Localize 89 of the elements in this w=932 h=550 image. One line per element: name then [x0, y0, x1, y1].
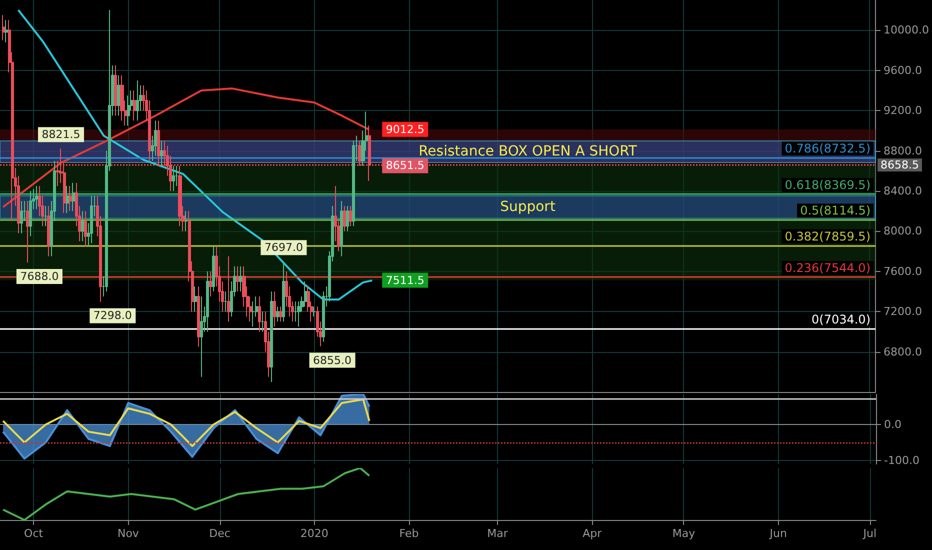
candlestick — [185, 210, 188, 232]
candlestick — [90, 196, 93, 244]
candlestick — [294, 301, 297, 322]
y-tick-label: 9600.0 — [884, 64, 922, 77]
y-tick-label: 10000.0 — [884, 24, 930, 37]
candlestick — [114, 64, 117, 116]
ref-line-label: 0.5(8114.5) — [800, 204, 871, 218]
candlestick — [47, 206, 50, 257]
candlestick — [178, 165, 182, 227]
y-tick-label: 9200.0 — [884, 104, 922, 118]
ref-line-label: 0.382(7859.5) — [784, 229, 871, 244]
candlestick — [279, 306, 282, 322]
candlestick — [343, 206, 346, 232]
candlestick — [44, 206, 47, 227]
candlestick — [304, 280, 307, 308]
ref-line-label: 0.236(7544.0) — [784, 261, 871, 276]
annotation: 6855.0 — [313, 354, 352, 367]
annotation: 7298.0 — [93, 309, 132, 322]
candlestick — [224, 290, 227, 312]
x-tick-label: Nov — [117, 527, 140, 540]
candlestick — [197, 286, 200, 348]
x-tick-label: 2020 — [300, 527, 328, 540]
candlestick — [81, 210, 84, 242]
candlestick — [194, 286, 197, 312]
candlestick — [172, 165, 175, 192]
candlestick — [5, 20, 8, 43]
candlestick — [276, 306, 279, 322]
candlestick — [206, 270, 209, 332]
ref-line-label: 0.786(8732.5) — [784, 142, 871, 156]
candlestick — [35, 185, 38, 210]
band-label: Resistance BOX OPEN A SHORT — [418, 144, 638, 160]
line-series — [2, 87, 370, 208]
candlestick — [258, 296, 261, 332]
candlestick — [127, 94, 130, 126]
annotation: 8821.5 — [42, 128, 80, 142]
candlestick — [212, 246, 215, 292]
candlestick — [261, 311, 264, 332]
candlestick — [20, 200, 23, 234]
x-tick-label: Dec — [209, 527, 230, 540]
candlestick — [160, 140, 163, 166]
y-tick-label: 6800.0 — [884, 345, 922, 358]
x-tick-label: Jul — [862, 527, 877, 540]
candlestick — [29, 190, 32, 237]
y-tick-label: 0.0 — [884, 418, 902, 432]
candlestick — [84, 210, 87, 247]
candlestick — [2, 14, 5, 41]
candlestick — [236, 266, 239, 292]
ref-line-label: 0.618(8369.5) — [784, 178, 871, 192]
candlestick — [313, 306, 316, 318]
band-label: Support — [500, 199, 556, 216]
candlestick — [66, 185, 69, 214]
candlestick — [69, 185, 72, 212]
candlestick — [282, 261, 285, 322]
candlestick — [227, 256, 230, 322]
x-tick-label: Feb — [399, 527, 419, 540]
y-tick-label: 8800.0 — [884, 144, 922, 158]
candlestick — [270, 290, 273, 382]
candlestick — [209, 270, 212, 298]
y-tick-label: 8400.0 — [884, 184, 922, 198]
candlestick — [349, 206, 352, 227]
annotation: 7688.0 — [20, 270, 59, 284]
candlestick — [239, 266, 243, 292]
y-tick-label: 7200.0 — [884, 305, 922, 318]
candlestick — [72, 182, 75, 212]
x-tick-label: May — [672, 527, 696, 540]
candlestick — [136, 80, 139, 122]
candlestick — [133, 90, 136, 122]
candlestick — [340, 200, 343, 257]
annotation: 7511.5 — [386, 274, 424, 287]
ref-line-label: 8658.5 — [880, 158, 920, 172]
x-tick-label: Apr — [582, 527, 602, 540]
candlestick — [273, 290, 276, 328]
y-tick-label: 7600.0 — [884, 264, 922, 278]
annotation: 9012.5 — [386, 122, 424, 136]
x-tick-label: Jun — [768, 527, 787, 540]
candlestick — [322, 290, 325, 342]
line-series — [2, 398, 370, 448]
candlestick — [200, 296, 203, 378]
ref-line-label: 0(7034.0) — [812, 312, 871, 326]
line-series — [17, 9, 374, 301]
y-tick-label: 8000.0 — [884, 224, 922, 238]
x-tick-label: Oct — [24, 527, 44, 540]
candlestick — [26, 200, 29, 264]
annotation: 8651.5 — [386, 159, 424, 172]
candlestick — [346, 206, 349, 232]
annotation: 7697.0 — [264, 241, 303, 254]
x-tick-label: Mar — [487, 527, 508, 540]
candlestick — [120, 74, 124, 122]
y-tick-label: -100.0 — [884, 454, 920, 467]
